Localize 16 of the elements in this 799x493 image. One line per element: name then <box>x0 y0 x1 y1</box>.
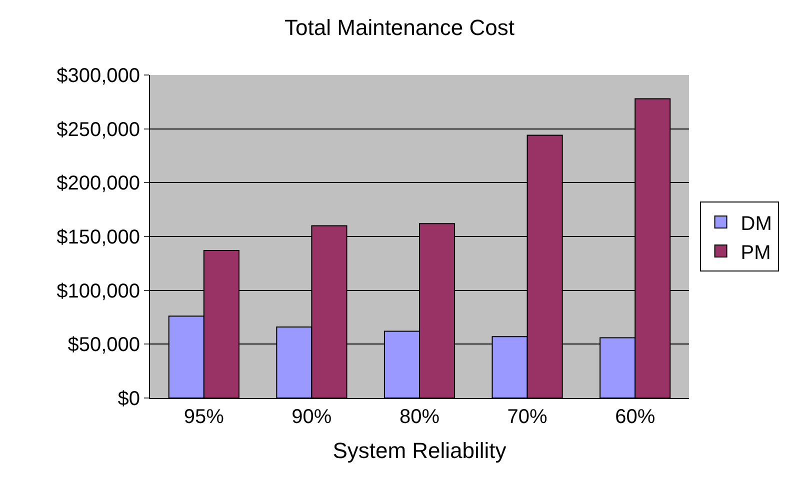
y-tick-label: $300,000 <box>56 65 140 87</box>
legend-label: PM <box>740 242 771 264</box>
y-tick-label: $250,000 <box>56 118 140 141</box>
y-tick-label: $100,000 <box>56 280 140 302</box>
legend-label: DM <box>740 212 772 235</box>
x-tick-label: 70% <box>507 406 548 428</box>
chart-title: Total Maintenance Cost <box>284 15 514 40</box>
y-tick-label: $150,000 <box>56 226 140 248</box>
y-tick-label: $50,000 <box>68 334 140 356</box>
x-tick-label: 95% <box>184 406 224 428</box>
x-tick-label: 90% <box>292 406 332 428</box>
y-tick-label: $200,000 <box>56 172 140 195</box>
x-tick-label: 80% <box>399 406 440 428</box>
y-tick-label: $0 <box>118 388 140 410</box>
x-axis-title: System Reliability <box>332 438 506 463</box>
x-tick-label: 60% <box>615 406 656 428</box>
